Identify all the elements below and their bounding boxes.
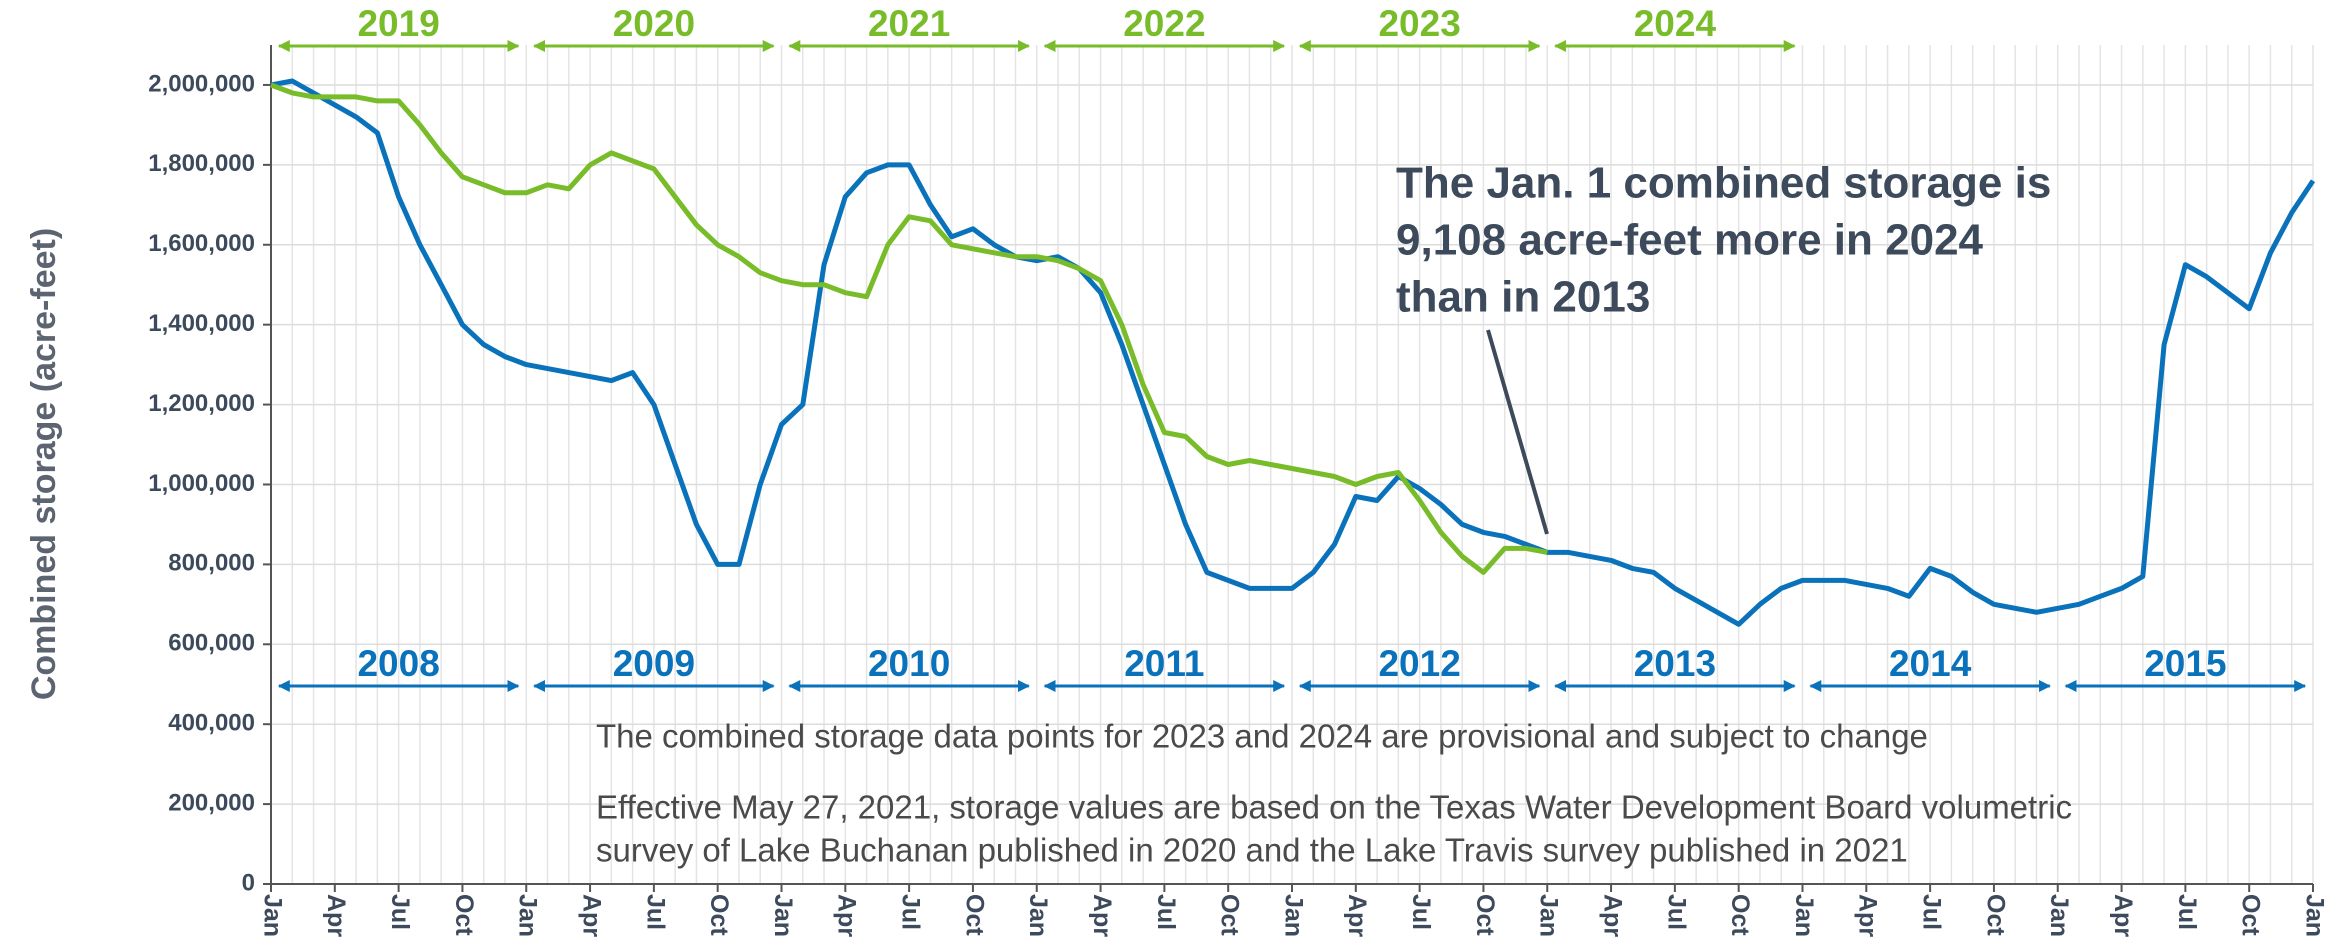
note: survey of Lake Buchanan published in 202… — [596, 832, 1908, 869]
x-tick-label: Oct — [450, 894, 478, 936]
x-tick-label: Jan — [2045, 894, 2073, 937]
period-label: 2009 — [613, 643, 695, 684]
y-tick-label: 1,800,000 — [148, 150, 255, 177]
y-tick-label: 0 — [242, 869, 255, 896]
period-label: 2015 — [2144, 643, 2226, 684]
y-tick-label: 400,000 — [168, 710, 255, 737]
x-tick-label: Jul — [1152, 894, 1180, 930]
x-tick-label: Oct — [1216, 894, 1244, 936]
period-label: 2024 — [1634, 3, 1717, 44]
x-tick-label: Apr — [322, 894, 350, 937]
annotation: The Jan. 1 combined storage is — [1396, 159, 2051, 208]
period-label: 2011 — [1124, 643, 1204, 684]
period-label: 2014 — [1889, 643, 1972, 684]
x-tick-label: Apr — [1343, 894, 1371, 937]
period-label: 2021 — [868, 3, 950, 44]
x-tick-label: Oct — [1471, 894, 1499, 936]
x-tick-label: Oct — [2237, 894, 2265, 936]
period-label: 2019 — [357, 3, 439, 44]
x-tick-label: Jan — [514, 894, 542, 937]
x-tick-label: Oct — [1726, 894, 1754, 936]
x-tick-label: Jul — [1662, 894, 1690, 930]
x-tick-label: Jan — [1535, 894, 1563, 937]
x-tick-label: Jul — [897, 894, 925, 930]
y-tick-label: 600,000 — [168, 630, 255, 657]
y-tick-label: 800,000 — [168, 550, 255, 577]
x-tick-label: Jul — [386, 894, 414, 930]
x-tick-label: Jan — [1279, 894, 1307, 937]
x-tick-label: Jan — [258, 894, 286, 937]
x-tick-label: Jan — [2300, 894, 2328, 937]
x-tick-label: Jul — [641, 894, 669, 930]
series-line — [270, 82, 1548, 575]
period-label: 2020 — [613, 3, 695, 44]
y-tick-label: 200,000 — [168, 789, 255, 816]
y-axis-title: Combined storage (acre-feet) — [25, 228, 63, 700]
period-label: 2023 — [1378, 3, 1460, 44]
note: The combined storage data points for 202… — [596, 718, 1928, 755]
y-tick-label: 1,200,000 — [148, 390, 255, 417]
annotation: than in 2013 — [1396, 273, 1650, 322]
y-tick-label: 2,000,000 — [148, 70, 255, 97]
period-label: 2010 — [868, 643, 950, 684]
x-tick-label: Jul — [1407, 894, 1435, 930]
x-tick-label: Jan — [1024, 894, 1052, 937]
x-tick-label: Jul — [2173, 894, 2201, 930]
x-tick-label: Apr — [1598, 894, 1626, 937]
x-tick-label: Jul — [1918, 894, 1946, 930]
period-label: 2008 — [357, 643, 439, 684]
y-tick-label: 1,000,000 — [148, 470, 255, 497]
x-tick-label: Oct — [705, 894, 733, 936]
x-tick-label: Jan — [769, 894, 797, 937]
x-tick-label: Oct — [1981, 894, 2009, 936]
y-tick-label: 1,600,000 — [148, 230, 255, 257]
x-tick-label: Apr — [833, 894, 861, 937]
series-line — [270, 78, 2316, 627]
x-tick-label: Apr — [2109, 894, 2137, 937]
period-label: 2012 — [1378, 643, 1460, 684]
x-tick-label: Apr — [577, 894, 605, 937]
period-label: 2022 — [1123, 3, 1205, 44]
note: Effective May 27, 2021, storage values a… — [596, 789, 2072, 826]
annotation: 9,108 acre-feet more in 2024 — [1396, 216, 1984, 265]
period-label: 2013 — [1634, 643, 1716, 684]
x-tick-label: Apr — [1854, 894, 1882, 937]
x-tick-label: Oct — [960, 894, 988, 936]
x-tick-label: Apr — [1088, 894, 1116, 937]
y-tick-label: 1,400,000 — [148, 310, 255, 337]
callout-pointer — [1486, 329, 1549, 535]
x-tick-label: Jan — [1790, 894, 1818, 937]
